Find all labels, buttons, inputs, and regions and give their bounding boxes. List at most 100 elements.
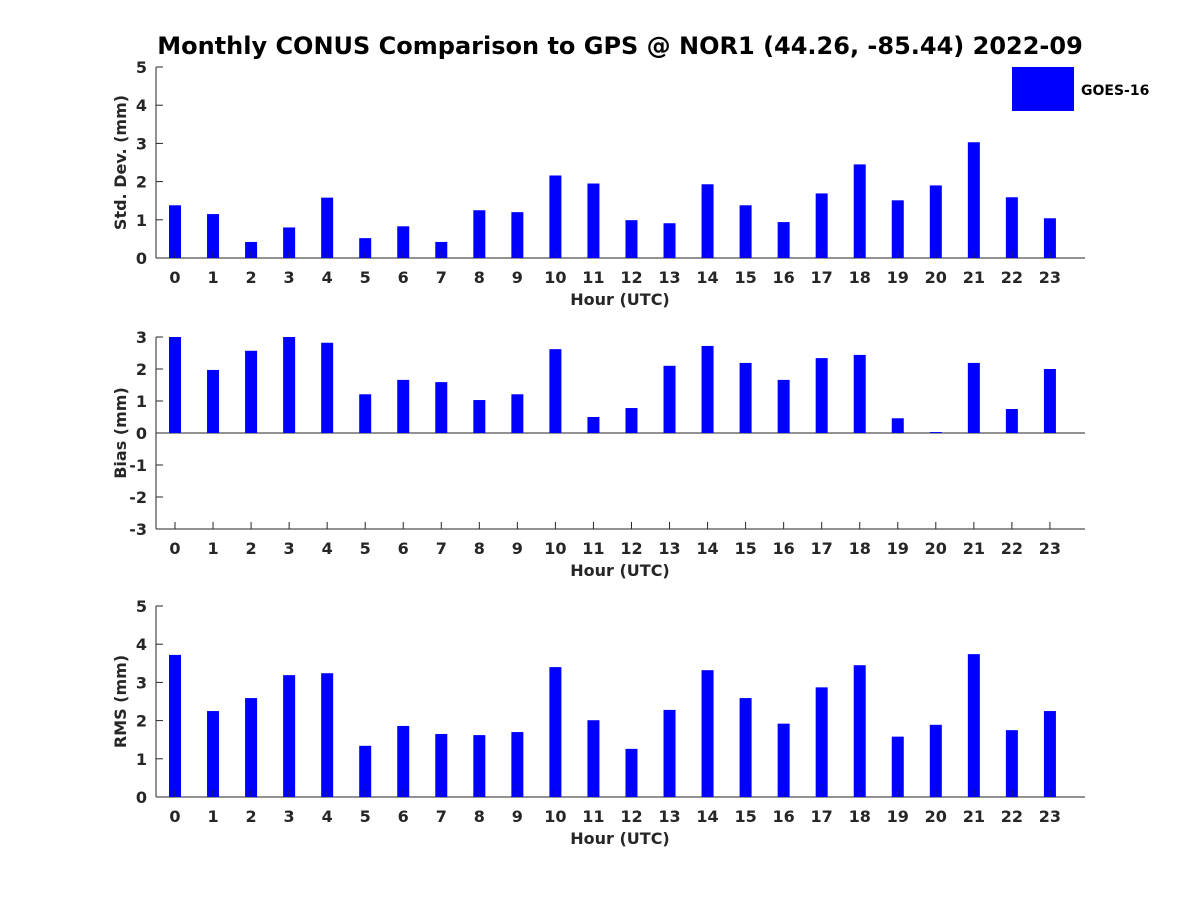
bias-x-tick-label: 3 bbox=[284, 539, 295, 558]
rms-x-tick-label: 18 bbox=[849, 807, 871, 826]
rms-x-tick-label: 6 bbox=[398, 807, 409, 826]
rms-x-tick-label: 15 bbox=[734, 807, 756, 826]
bias-y-tick-label: -2 bbox=[129, 488, 147, 507]
std-bar-18 bbox=[853, 164, 866, 258]
rms-bar-18 bbox=[853, 665, 866, 797]
bias-x-tick-label: 2 bbox=[246, 539, 257, 558]
rms-bar-0 bbox=[169, 654, 181, 797]
bias-x-tick-label: 18 bbox=[849, 539, 871, 558]
bias-x-tick-label: 15 bbox=[734, 539, 756, 558]
std-bar-0 bbox=[169, 205, 181, 258]
bias-x-tick-label: 11 bbox=[582, 539, 604, 558]
rms-bar-1 bbox=[207, 711, 220, 797]
std-x-tick-label: 2 bbox=[246, 268, 257, 287]
std-bar-12 bbox=[625, 220, 638, 258]
bias-x-tick-label: 1 bbox=[207, 539, 218, 558]
std-x-tick-label: 19 bbox=[887, 268, 909, 287]
std-y-tick-label: 2 bbox=[136, 173, 147, 192]
rms-bar-19 bbox=[891, 736, 904, 797]
std-x-tick-label: 9 bbox=[512, 268, 523, 287]
std-y-tick-label: 0 bbox=[136, 249, 147, 268]
bias-y-axis-label: Bias (mm) bbox=[111, 387, 130, 479]
rms-bar-13 bbox=[663, 709, 676, 797]
rms-x-tick-label: 17 bbox=[811, 807, 833, 826]
std-x-tick-label: 17 bbox=[811, 268, 833, 287]
rms-x-axis-label: Hour (UTC) bbox=[570, 829, 670, 848]
rms-bar-3 bbox=[283, 675, 296, 797]
std-y-tick-label: 4 bbox=[136, 96, 147, 115]
bias-x-tick-label: 22 bbox=[1001, 539, 1023, 558]
std-bar-15 bbox=[739, 205, 752, 258]
rms-x-tick-label: 14 bbox=[696, 807, 718, 826]
bias-x-tick-label: 6 bbox=[398, 539, 409, 558]
bias-bar-20 bbox=[929, 432, 942, 433]
bias-x-tick-label: 5 bbox=[360, 539, 371, 558]
rms-y-tick-label: 4 bbox=[136, 635, 147, 654]
bias-x-tick-label: 10 bbox=[544, 539, 566, 558]
std-bar-7 bbox=[435, 241, 448, 258]
std-x-tick-label: 6 bbox=[398, 268, 409, 287]
bias-x-tick-label: 0 bbox=[169, 539, 180, 558]
std-bar-20 bbox=[929, 185, 942, 258]
bias-x-tick-label: 17 bbox=[811, 539, 833, 558]
rms-bar-21 bbox=[967, 654, 980, 797]
rms-x-tick-label: 4 bbox=[322, 807, 333, 826]
bias-bar-4 bbox=[321, 342, 334, 433]
bias-x-tick-label: 12 bbox=[620, 539, 642, 558]
std-x-tick-label: 3 bbox=[284, 268, 295, 287]
rms-bar-12 bbox=[625, 748, 638, 797]
std-bar-17 bbox=[815, 193, 828, 258]
std-x-tick-label: 10 bbox=[544, 268, 566, 287]
bias-bar-22 bbox=[1005, 409, 1018, 433]
std-x-tick-label: 8 bbox=[474, 268, 485, 287]
bias-y-tick-label: 0 bbox=[136, 424, 147, 443]
bias-bar-14 bbox=[701, 345, 714, 433]
std-y-tick-label: 5 bbox=[136, 58, 147, 77]
rms-bar-8 bbox=[473, 735, 486, 797]
bias-bar-12 bbox=[625, 408, 638, 433]
bias-bar-21 bbox=[967, 362, 980, 433]
bias-bar-9 bbox=[511, 394, 524, 433]
std-x-tick-label: 11 bbox=[582, 268, 604, 287]
std-bar-4 bbox=[321, 197, 334, 258]
legend-swatch-goes-16 bbox=[1012, 67, 1074, 111]
rms-x-tick-label: 21 bbox=[963, 807, 985, 826]
bias-x-tick-label: 20 bbox=[925, 539, 947, 558]
bias-x-tick-label: 14 bbox=[696, 539, 718, 558]
rms-x-tick-label: 13 bbox=[658, 807, 680, 826]
bias-y-tick-label: 2 bbox=[136, 360, 147, 379]
bias-x-tick-label: 21 bbox=[963, 539, 985, 558]
std-bar-6 bbox=[397, 226, 410, 258]
std-x-tick-label: 18 bbox=[849, 268, 871, 287]
rms-x-tick-label: 19 bbox=[887, 807, 909, 826]
bias-y-tick-label: -1 bbox=[129, 456, 147, 475]
bias-bar-16 bbox=[777, 379, 790, 433]
rms-bar-7 bbox=[435, 733, 448, 797]
bias-bar-0 bbox=[169, 337, 181, 433]
rms-x-tick-label: 7 bbox=[436, 807, 447, 826]
bias-x-tick-label: 4 bbox=[322, 539, 333, 558]
rms-bar-17 bbox=[815, 687, 828, 797]
std-x-tick-label: 1 bbox=[207, 268, 218, 287]
bias-x-tick-label: 16 bbox=[773, 539, 795, 558]
bias-x-tick-label: 19 bbox=[887, 539, 909, 558]
bias-bar-1 bbox=[207, 369, 220, 433]
std-bar-9 bbox=[511, 212, 524, 258]
rms-x-tick-label: 16 bbox=[773, 807, 795, 826]
std-x-tick-label: 5 bbox=[360, 268, 371, 287]
rms-bar-4 bbox=[321, 673, 334, 797]
std-bar-13 bbox=[663, 223, 676, 258]
std-bar-5 bbox=[359, 238, 372, 258]
rms-x-tick-label: 22 bbox=[1001, 807, 1023, 826]
rms-y-tick-label: 2 bbox=[136, 712, 147, 731]
bias-x-tick-label: 23 bbox=[1039, 539, 1061, 558]
bias-x-tick-label: 8 bbox=[474, 539, 485, 558]
std-x-tick-label: 7 bbox=[436, 268, 447, 287]
rms-x-tick-label: 3 bbox=[284, 807, 295, 826]
rms-y-axis-label: RMS (mm) bbox=[111, 655, 130, 748]
rms-x-tick-label: 0 bbox=[169, 807, 180, 826]
